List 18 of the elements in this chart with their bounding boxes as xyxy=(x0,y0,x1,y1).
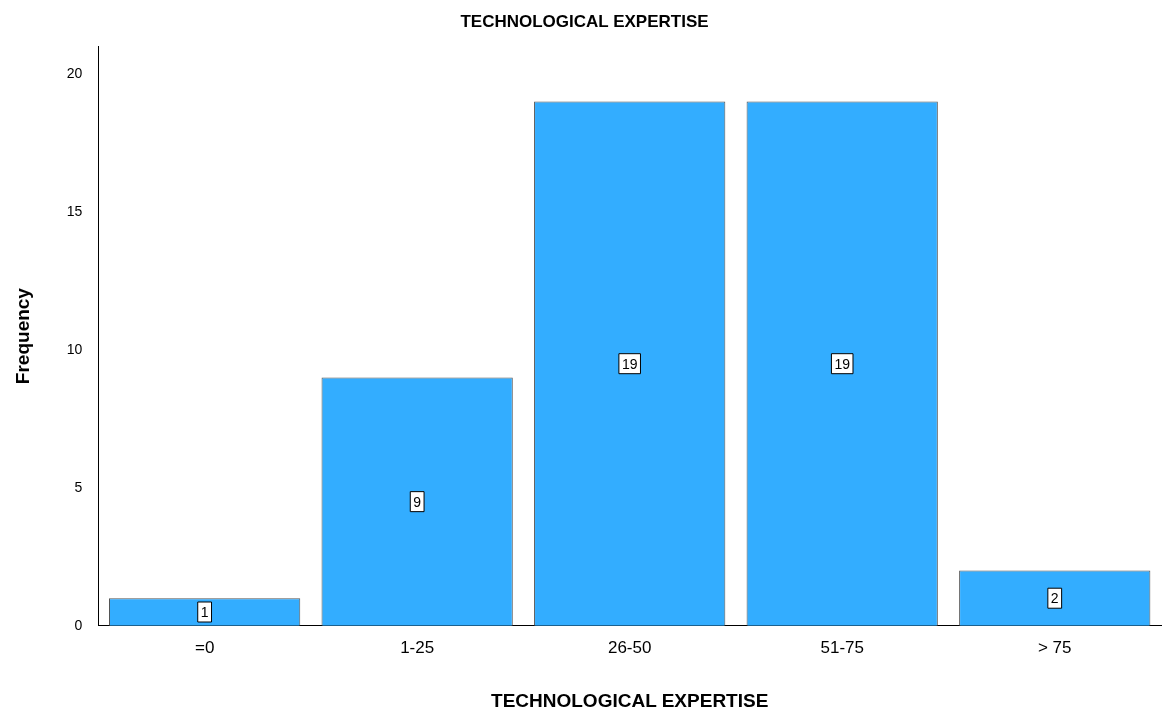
x-tick-label: > 75 xyxy=(1037,637,1072,657)
x-tick-label: 1-25 xyxy=(400,637,435,657)
data-label: 2 xyxy=(1050,590,1059,607)
x-tick-label: =0 xyxy=(194,637,215,657)
chart-title: TECHNOLOGICAL EXPERTISE xyxy=(460,11,709,31)
y-tick-label: 10 xyxy=(66,340,83,357)
y-tick-label: 15 xyxy=(66,202,83,219)
y-tick-label: 5 xyxy=(74,478,83,495)
y-tick-label: 20 xyxy=(66,64,83,81)
data-label: 19 xyxy=(621,355,638,372)
x-tick-label: 51-75 xyxy=(820,637,864,657)
x-axis-title: TECHNOLOGICAL EXPERTISE xyxy=(491,689,769,711)
y-axis-title: Frequency xyxy=(11,287,33,385)
data-label: 19 xyxy=(834,355,851,372)
y-tick-label: 0 xyxy=(74,616,83,633)
data-label: 1 xyxy=(200,603,209,620)
x-tick-label: 26-50 xyxy=(607,637,652,657)
data-label: 9 xyxy=(413,493,422,510)
